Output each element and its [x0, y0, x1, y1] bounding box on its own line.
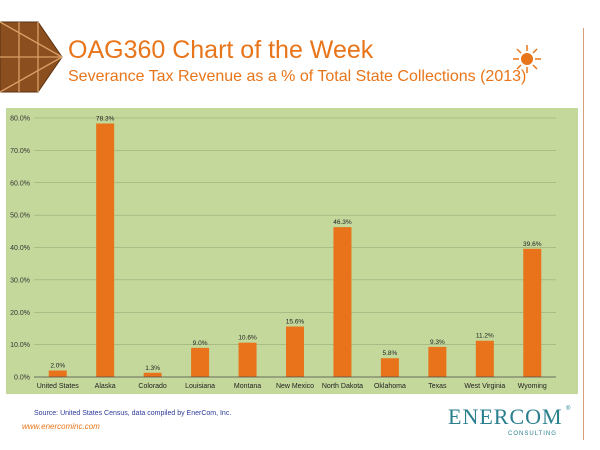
y-tick-label: 70.0%	[10, 148, 30, 155]
x-tick-label: Oklahoma	[374, 383, 406, 390]
data-label: 9.0%	[193, 340, 208, 347]
x-tick-label: Alaska	[95, 383, 116, 390]
x-tick-label: Louisiana	[185, 383, 215, 390]
data-label: 78.3%	[96, 116, 115, 123]
x-tick-label: North Dakota	[322, 383, 363, 390]
hexagon-logo-icon	[0, 21, 63, 93]
bar	[286, 326, 304, 377]
y-tick-label: 40.0%	[10, 245, 30, 252]
y-tick-label: 60.0%	[10, 180, 30, 187]
x-tick-label: Texas	[428, 383, 447, 390]
y-tick-label: 80.0%	[10, 116, 30, 123]
bar	[428, 346, 447, 377]
bar	[191, 347, 210, 377]
data-label: 2.0%	[50, 363, 65, 370]
source-note: Source: United States Census, data compi…	[34, 410, 232, 417]
bar	[143, 372, 162, 377]
x-tick-label: Wyoming	[518, 383, 547, 390]
data-label: 9.3%	[430, 339, 445, 346]
bar	[333, 227, 352, 377]
x-tick-label: United States	[37, 383, 80, 390]
bar	[475, 340, 494, 377]
brand-subtitle: CONSULTING	[508, 431, 557, 437]
data-label: 15.6%	[286, 318, 305, 325]
right-border-rule	[583, 28, 584, 440]
registered-mark: ®	[566, 406, 571, 412]
bar	[380, 358, 399, 377]
y-tick-label: 20.0%	[10, 310, 30, 317]
data-label: 10.6%	[238, 335, 257, 342]
brand-name: ENERCOM	[448, 404, 563, 429]
y-tick-label: 50.0%	[10, 213, 30, 220]
website-link[interactable]: www.enercominc.com	[22, 422, 100, 431]
bar	[96, 123, 115, 377]
data-label: 39.6%	[523, 241, 542, 248]
y-tick-label: 10.0%	[10, 342, 30, 349]
chart-subtitle: Severance Tax Revenue as a % of Total St…	[68, 68, 527, 85]
enercom-logo: ENERCOM ® CONSULTING	[448, 404, 571, 444]
data-label: 46.3%	[333, 219, 352, 226]
bar	[48, 370, 67, 377]
data-label: 5.8%	[382, 350, 397, 357]
bar	[238, 342, 257, 377]
y-tick-label: 30.0%	[10, 277, 30, 284]
x-tick-label: Montana	[234, 383, 261, 390]
data-label: 1.3%	[145, 365, 160, 372]
x-tick-label: New Mexico	[276, 383, 314, 390]
bar	[523, 248, 542, 377]
sun-icon	[513, 45, 541, 73]
x-tick-label: Colorado	[138, 383, 167, 390]
bar-chart: 2.0% 78.3% 1.3% 9.0% 10.6% 15.6% 46.3% 5.8% 9.3%…	[6, 108, 578, 394]
chart-title: OAG360 Chart of the Week	[68, 36, 374, 64]
y-tick-label: 0.0%	[14, 375, 30, 382]
data-label: 11.2%	[476, 333, 494, 340]
x-tick-label: West Virginia	[464, 383, 505, 390]
